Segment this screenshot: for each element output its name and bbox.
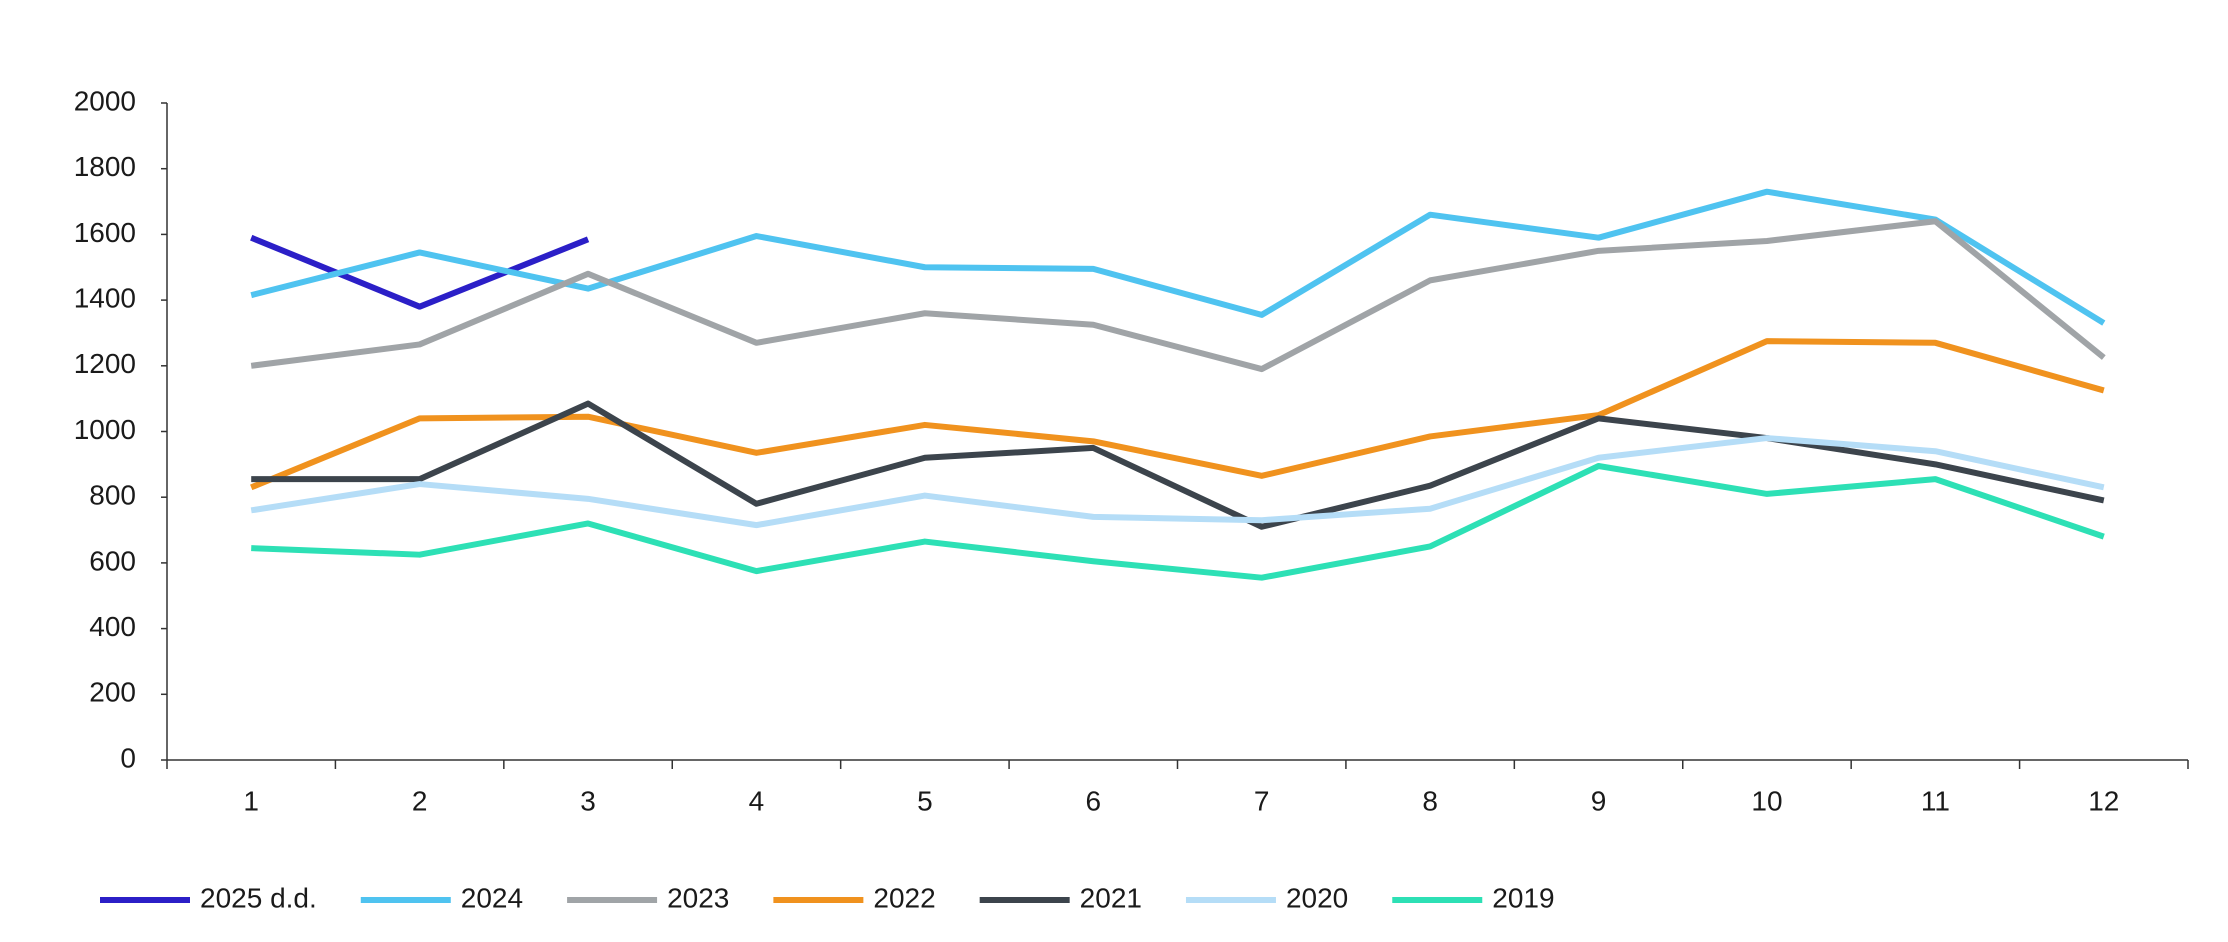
y-tick-label: 600 <box>89 545 136 576</box>
x-tick-label: 12 <box>2088 785 2119 816</box>
y-tick-label: 200 <box>89 677 136 708</box>
y-tick-label: 0 <box>120 742 136 773</box>
x-tick-label: 2 <box>412 785 428 816</box>
y-tick-label: 800 <box>89 480 136 511</box>
y-tick-label: 1800 <box>74 151 136 182</box>
legend-label: 2021 <box>1080 882 1142 913</box>
y-tick-label: 2000 <box>74 85 136 116</box>
series-line <box>251 462 2105 581</box>
x-tick-label: 11 <box>1921 785 1950 816</box>
series-line <box>250 188 2106 326</box>
series-line <box>250 435 2105 529</box>
series-line <box>250 338 2105 491</box>
legend-label: 2025 d.d. <box>200 882 317 913</box>
series-line <box>250 218 2106 373</box>
y-tick-label: 400 <box>89 611 136 642</box>
legend-label: 2023 <box>667 882 729 913</box>
x-tick-label: 5 <box>917 785 933 816</box>
y-tick-label: 1200 <box>74 348 136 379</box>
y-tick-label: 1400 <box>74 282 136 313</box>
legend-label: 2022 <box>873 882 935 913</box>
x-tick-label: 1 <box>243 785 259 816</box>
y-tick-label: 1000 <box>74 414 136 445</box>
x-tick-label: 8 <box>1422 785 1438 816</box>
x-tick-label: 6 <box>1086 785 1102 816</box>
legend-label: 2020 <box>1286 882 1348 913</box>
x-tick-label: 4 <box>749 785 765 816</box>
series-line <box>250 234 590 310</box>
legend-label: 2024 <box>461 882 523 913</box>
series-line <box>251 400 2105 530</box>
x-tick-label: 9 <box>1591 785 1607 816</box>
x-tick-label: 3 <box>580 785 596 816</box>
x-tick-label: 10 <box>1751 785 1782 816</box>
x-tick-label: 7 <box>1254 785 1270 816</box>
legend-label: 2019 <box>1492 882 1554 913</box>
y-tick-label: 1600 <box>74 217 136 248</box>
